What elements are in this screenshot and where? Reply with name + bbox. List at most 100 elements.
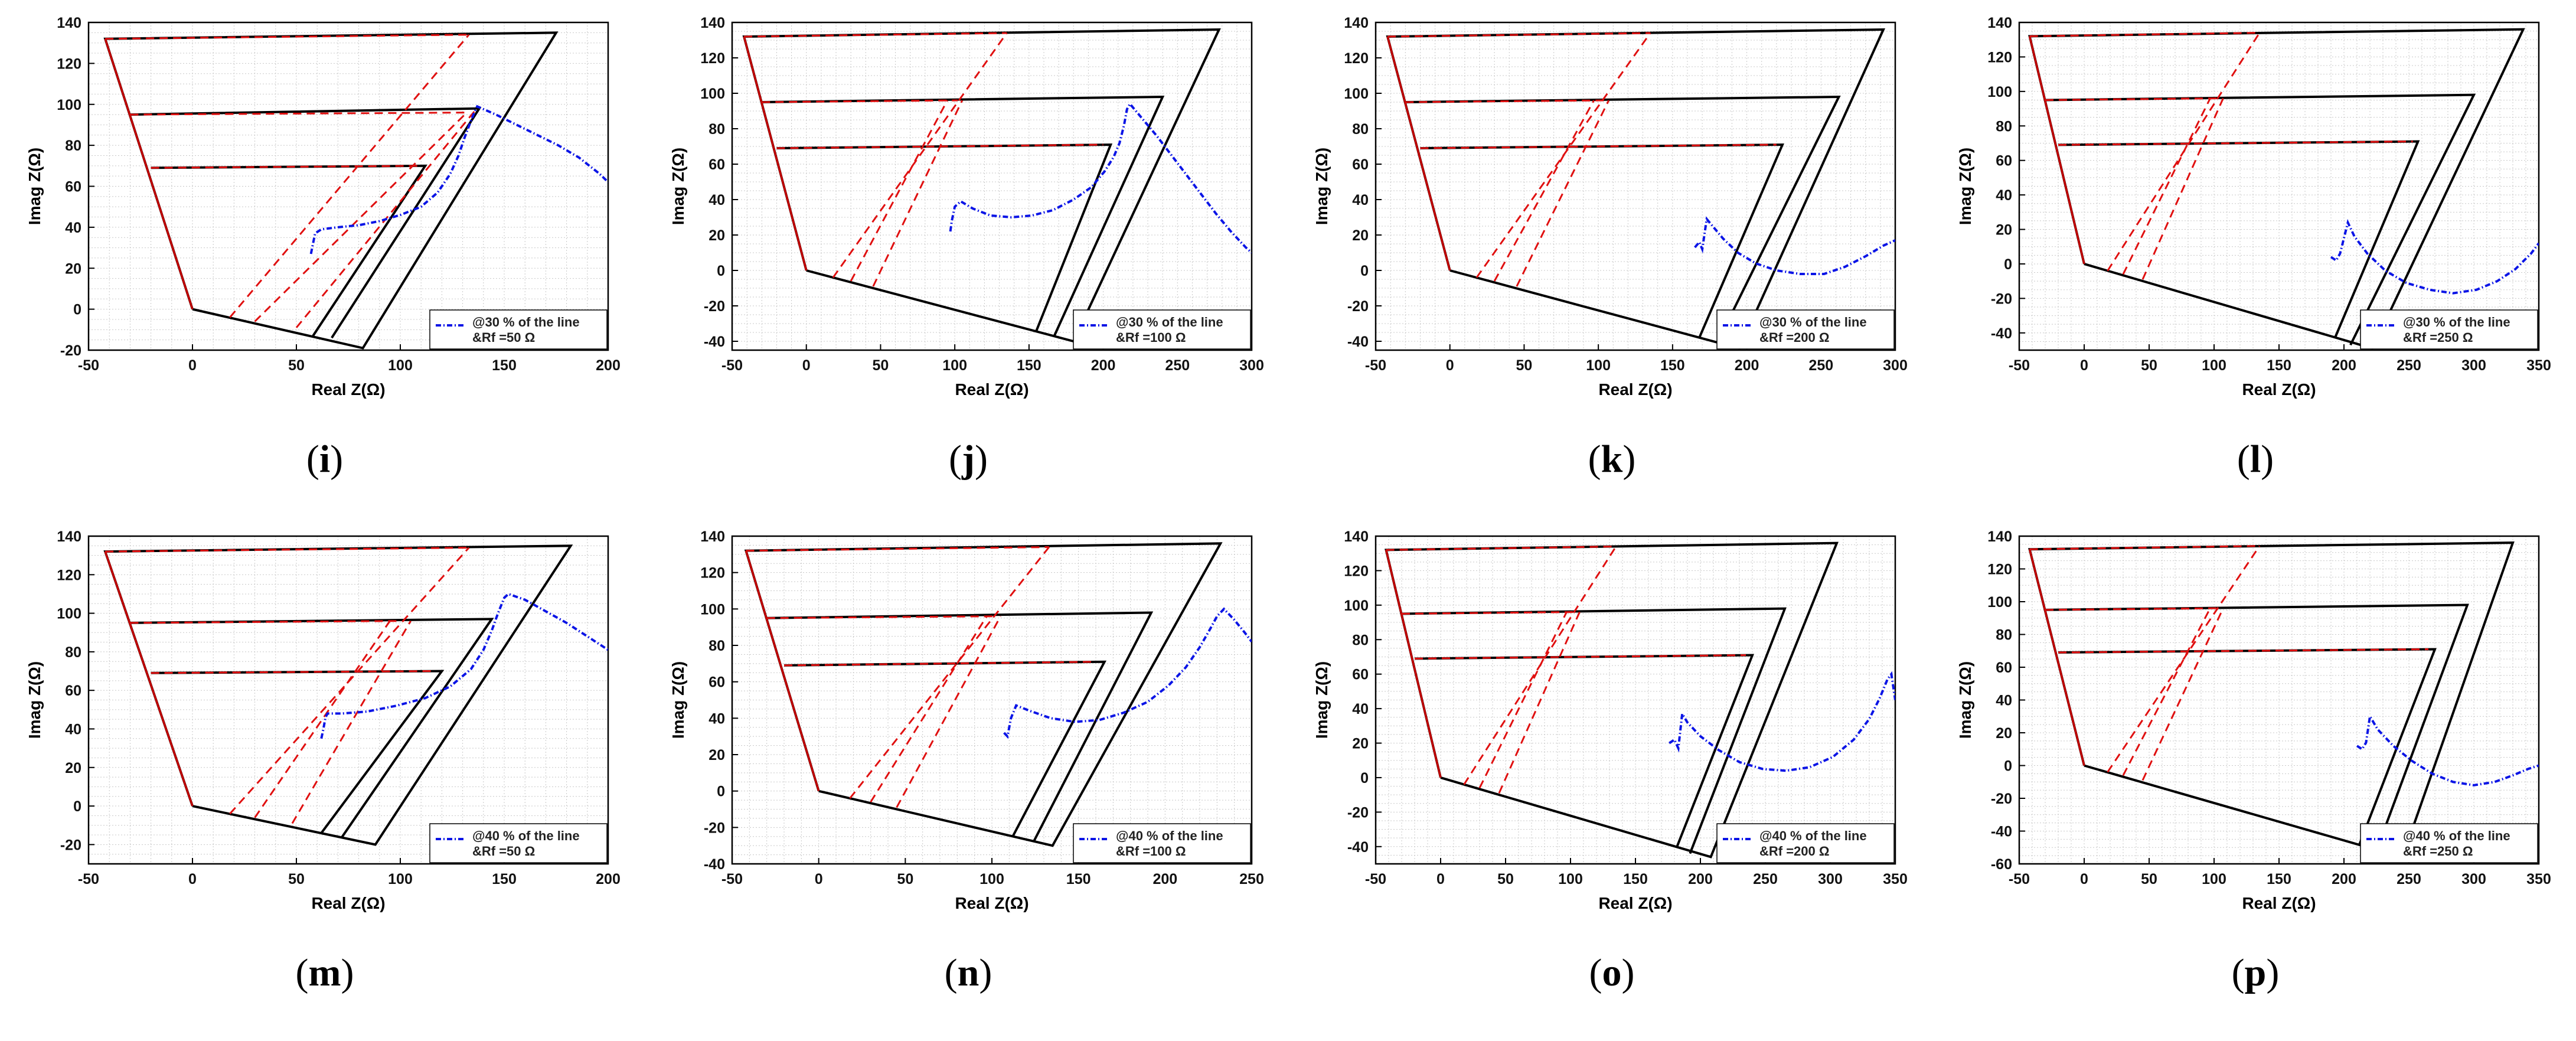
y-tick-label: -40 xyxy=(1991,325,2012,342)
y-tick-label: 20 xyxy=(709,227,725,244)
legend-box xyxy=(429,309,608,350)
x-tick-label: -50 xyxy=(2009,357,2030,374)
x-tick-label: 50 xyxy=(1516,357,1533,374)
x-tick-label: 150 xyxy=(1066,871,1091,887)
dashed-boundary-4 xyxy=(2029,545,2260,550)
y-tick-label: 100 xyxy=(700,601,725,618)
y-tick-label: 20 xyxy=(709,747,725,763)
y-tick-label: 60 xyxy=(709,674,725,691)
y-tick-label: 80 xyxy=(1996,118,2012,135)
y-tick-label: 0 xyxy=(717,784,725,800)
y-tick-label: -40 xyxy=(704,334,725,350)
x-axis-label: Real Z(Ω) xyxy=(955,380,1029,399)
y-tick-label: 80 xyxy=(1352,121,1369,138)
reactance-line xyxy=(2028,549,2085,766)
caption-open-paren: ( xyxy=(1588,438,1601,481)
caption-letter: i xyxy=(319,438,331,481)
y-axis-label: Imag Z(Ω) xyxy=(1956,148,1974,225)
dashed-boundary-4 xyxy=(746,546,1049,552)
x-tick-label: -50 xyxy=(721,357,743,374)
y-tick-label: 20 xyxy=(1352,227,1369,244)
x-tick-label: 0 xyxy=(1446,357,1454,374)
legend-box xyxy=(429,823,608,863)
y-tick-label: 80 xyxy=(65,138,81,154)
y-tick-label: 100 xyxy=(1344,86,1369,102)
caption-letter: m xyxy=(308,951,341,994)
plot-area xyxy=(1385,541,1895,859)
x-tick-label: 150 xyxy=(492,871,517,887)
y-tick-label: 20 xyxy=(1996,725,2012,742)
y-tick-label: 120 xyxy=(700,50,725,67)
y-tick-label: 0 xyxy=(717,263,725,279)
dashed-boundary-2 xyxy=(870,615,988,802)
dashed-boundary-5 xyxy=(2045,97,2219,101)
x-axis-label: Real Z(Ω) xyxy=(311,894,385,912)
x-tick-label: 100 xyxy=(388,871,413,887)
dashed-boundary-2 xyxy=(2122,97,2211,275)
y-tick-label: 140 xyxy=(57,15,81,31)
x-tick-label: -50 xyxy=(2009,871,2030,887)
y-tick-label: 40 xyxy=(709,710,725,727)
grid xyxy=(1375,536,1896,864)
x-tick-label: 200 xyxy=(1688,871,1713,887)
caption-close-paren: ) xyxy=(2266,951,2280,994)
x-tick-label: 200 xyxy=(1091,357,1116,374)
legend-line-2: &Rf =50 Ω xyxy=(472,330,535,345)
legend-box xyxy=(1716,309,1895,350)
caption-open-paren: ( xyxy=(2237,438,2250,481)
x-tick-label: 300 xyxy=(1883,357,1908,374)
grid xyxy=(88,22,609,351)
legend-line-2: &Rf =200 Ω xyxy=(1759,330,1830,345)
y-tick-label: -20 xyxy=(60,342,81,359)
dashed-boundary-5 xyxy=(130,112,467,116)
reactance-line xyxy=(1386,36,1451,271)
dashed-boundary-3 xyxy=(2141,608,2224,781)
legend: @40 % of the line&Rf =250 Ω xyxy=(2360,823,2538,863)
impedance-trajectory xyxy=(2330,218,2539,295)
y-tick-label: 80 xyxy=(65,644,81,661)
caption-open-paren: ( xyxy=(295,951,309,994)
zone-boundary-3 xyxy=(776,143,1113,331)
grid xyxy=(2019,536,2539,864)
y-tick-label: 100 xyxy=(700,86,725,102)
caption-open-paren: ( xyxy=(2231,951,2245,994)
chart-panel-n: -50 0 50 100 150 200 250 -40 -20 0 20 40 60 80 100 120 1… xyxy=(644,514,1287,1027)
caption-letter: k xyxy=(1601,438,1623,481)
x-tick-label: 300 xyxy=(2461,357,2486,374)
y-tick-label: 60 xyxy=(1352,667,1369,683)
y-axis-label: Imag Z(Ω) xyxy=(1313,148,1331,225)
legend-line-1: @40 % of the line xyxy=(1116,828,1223,843)
y-tick-label: 60 xyxy=(65,179,81,195)
chart-l: -50 0 50 100 150 200 250 300 350 -40 -20 0 20 40 60 80 1… xyxy=(1956,15,2551,399)
legend-line-2: &Rf =200 Ω xyxy=(1759,844,1830,859)
legend-box xyxy=(2360,309,2538,350)
x-tick-label: 100 xyxy=(388,357,413,374)
reactance-line xyxy=(743,36,808,271)
x-tick-label: 350 xyxy=(2526,871,2551,887)
x-tick-label: 0 xyxy=(2080,871,2088,887)
chart-p: -50 0 50 100 150 200 250 300 350 -60 -40 -20 0 20 40 60… xyxy=(1956,528,2551,912)
y-tick-label: 40 xyxy=(65,721,81,737)
dashed-boundary-2 xyxy=(1493,100,1595,282)
reactance-line xyxy=(104,551,194,807)
caption-open-paren: ( xyxy=(949,438,962,481)
axes-frame xyxy=(87,535,609,865)
y-tick-label: 140 xyxy=(1987,528,2012,545)
y-tick-label: 120 xyxy=(57,567,81,583)
y-tick-label: 140 xyxy=(1344,15,1369,31)
panel-caption: (o) xyxy=(1553,951,1671,996)
impedance-trajectory xyxy=(309,105,608,254)
x-tick-label: 200 xyxy=(1152,871,1177,887)
legend-line-2: &Rf =250 Ω xyxy=(2403,844,2473,859)
dashed-boundary-6 xyxy=(2058,141,2413,146)
legend: @30 % of the line&Rf =50 Ω xyxy=(429,309,608,350)
y-tick-label: 20 xyxy=(65,260,81,277)
dashed-boundary-6 xyxy=(2058,648,2429,654)
y-tick-label: 60 xyxy=(1352,156,1369,173)
dashed-boundary-1 xyxy=(2107,545,2261,773)
y-tick-label: -40 xyxy=(1991,824,2012,840)
plot-area xyxy=(2028,541,2539,859)
y-tick-label: 120 xyxy=(1344,50,1369,67)
y-tick-label: 40 xyxy=(1352,192,1369,208)
grid xyxy=(732,536,1252,864)
